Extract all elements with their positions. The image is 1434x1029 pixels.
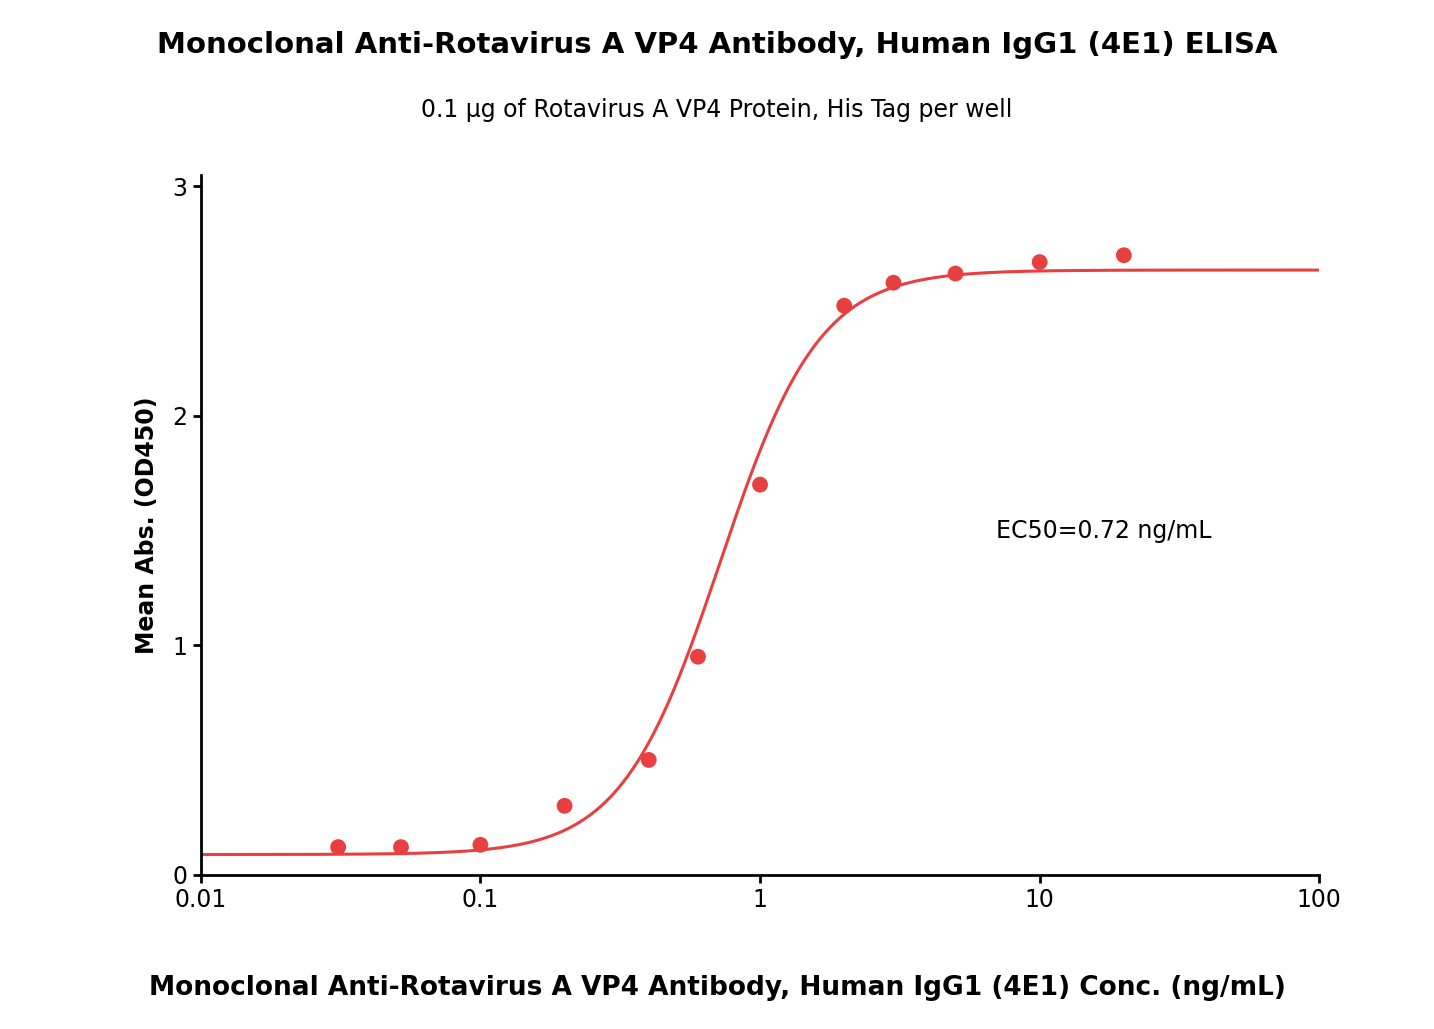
- Point: [833, 297, 856, 314]
- Point: [554, 797, 576, 814]
- Text: Monoclonal Anti-Rotavirus A VP4 Antibody, Human IgG1 (4E1) ELISA: Monoclonal Anti-Rotavirus A VP4 Antibody…: [156, 31, 1278, 59]
- Text: Monoclonal Anti-Rotavirus A VP4 Antibody, Human IgG1 (4E1) Conc. (ng/mL): Monoclonal Anti-Rotavirus A VP4 Antibody…: [149, 974, 1285, 1001]
- Point: [687, 648, 710, 665]
- Point: [1028, 254, 1051, 271]
- Point: [749, 476, 771, 493]
- Point: [637, 752, 660, 769]
- Y-axis label: Mean Abs. (OD450): Mean Abs. (OD450): [135, 396, 159, 653]
- Point: [882, 275, 905, 291]
- Point: [1113, 247, 1136, 263]
- Text: 0.1 μg of Rotavirus A VP4 Protein, His Tag per well: 0.1 μg of Rotavirus A VP4 Protein, His T…: [422, 98, 1012, 121]
- Point: [469, 837, 492, 853]
- Point: [390, 839, 413, 855]
- Point: [944, 265, 967, 282]
- Text: EC50=0.72 ng/mL: EC50=0.72 ng/mL: [997, 519, 1212, 542]
- Point: [327, 839, 350, 855]
